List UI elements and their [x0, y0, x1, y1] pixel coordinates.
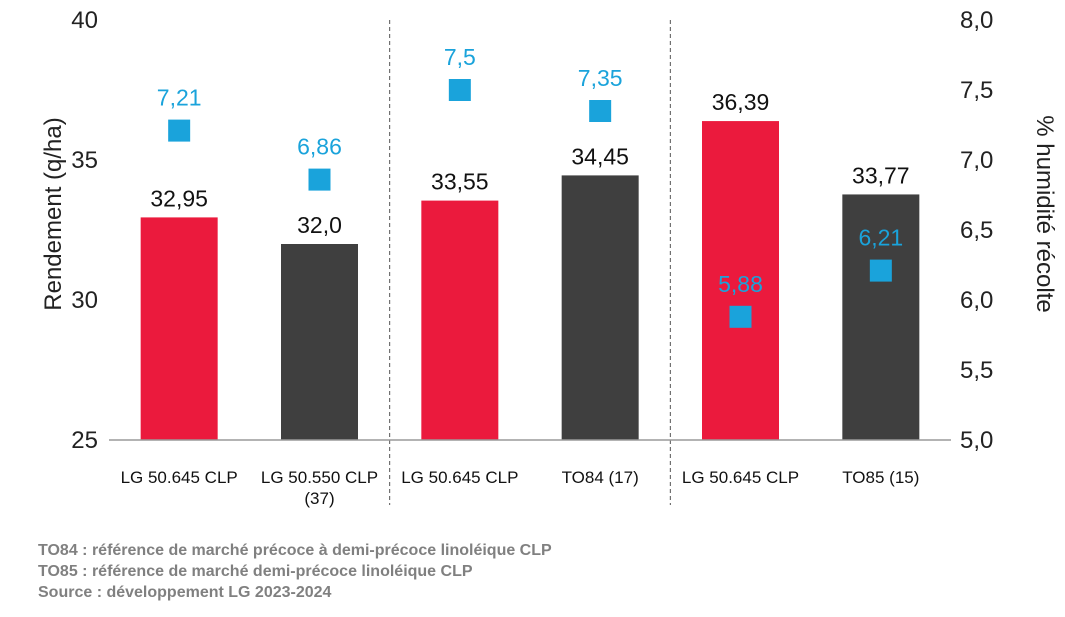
category-labels: LG 50.645 CLP LG 50.550 CLP (37) LG 50.645 … — [121, 468, 920, 508]
bar-value-label-6: 33,77 — [852, 162, 910, 188]
category-label-2-line-1: LG 50.550 CLP — [261, 468, 378, 487]
bar-value-labels: 32,95 32,0 33,55 34,45 36,39 33,77 — [150, 89, 909, 238]
left-tick-label-1: 25 — [71, 427, 98, 454]
right-tick-label-7: 8,0 — [960, 7, 993, 34]
category-label-6: TO85 (15) — [842, 468, 919, 487]
right-tick-label-2: 5,5 — [960, 357, 993, 384]
footnotes: TO84 : référence de marché précoce à dem… — [38, 540, 552, 603]
category-label-2-line-2: (37) — [304, 489, 334, 508]
bar-4 — [561, 175, 639, 440]
humidity-value-label-2: 6,86 — [297, 134, 342, 160]
category-label-3: LG 50.645 CLP — [401, 468, 518, 487]
category-label-5: LG 50.645 CLP — [682, 468, 799, 487]
left-tick-label-4: 40 — [71, 7, 98, 34]
bar-1 — [140, 217, 218, 440]
bar-2 — [281, 244, 358, 440]
footnote-source: Source : développement LG 2023-2024 — [38, 584, 332, 601]
humidity-value-label-1: 7,21 — [157, 85, 202, 111]
right-tick-label-3: 6,0 — [960, 287, 993, 314]
humidity-value-label-4: 7,35 — [578, 65, 623, 91]
left-tick-label-2: 30 — [71, 287, 98, 314]
footnote-to84: TO84 : référence de marché précoce à dem… — [38, 542, 552, 559]
left-axis-title: Rendement (q/ha) — [40, 117, 67, 310]
right-axis-title: % humidité récolte — [1031, 115, 1058, 312]
right-axis-ticks: 5,0 5,5 6,0 6,5 7,0 7,5 8,0 — [960, 7, 993, 454]
category-label-1: LG 50.645 CLP — [121, 468, 238, 487]
left-tick-label-3: 35 — [71, 147, 98, 174]
humidity-value-label-3: 7,5 — [444, 44, 476, 70]
humidity-marker-2 — [308, 168, 331, 191]
humidity-marker-6 — [869, 259, 892, 282]
humidity-value-labels: 7,21 6,86 7,5 7,35 5,88 6,21 — [157, 44, 903, 297]
bar-value-label-3: 33,55 — [431, 169, 489, 195]
humidity-marker-3 — [448, 79, 471, 101]
bar-value-label-5: 36,39 — [712, 89, 770, 115]
bar-3 — [421, 200, 499, 440]
humidity-marker-5 — [729, 305, 752, 328]
left-axis-ticks: 25 30 35 40 — [71, 7, 98, 454]
humidity-value-label-5: 5,88 — [718, 271, 763, 297]
humidity-markers — [168, 79, 892, 328]
humidity-marker-1 — [168, 119, 191, 142]
bar-value-label-1: 32,95 — [150, 185, 208, 211]
bar-6 — [842, 194, 920, 440]
group-separators — [389, 20, 671, 505]
humidity-value-label-6: 6,21 — [858, 225, 903, 251]
bar-value-label-2: 32,0 — [297, 212, 342, 238]
bar-5 — [702, 121, 779, 440]
bar-value-label-4: 34,45 — [571, 143, 629, 169]
right-tick-label-1: 5,0 — [960, 427, 993, 454]
category-label-4: TO84 (17) — [562, 468, 639, 487]
right-tick-label-4: 6,5 — [960, 217, 993, 244]
right-tick-label-5: 7,0 — [960, 147, 993, 174]
humidity-marker-4 — [589, 100, 612, 122]
right-tick-label-6: 7,5 — [960, 77, 993, 104]
footnote-to85: TO85 : référence de marché demi-précoce … — [38, 563, 473, 580]
bars — [140, 121, 920, 440]
